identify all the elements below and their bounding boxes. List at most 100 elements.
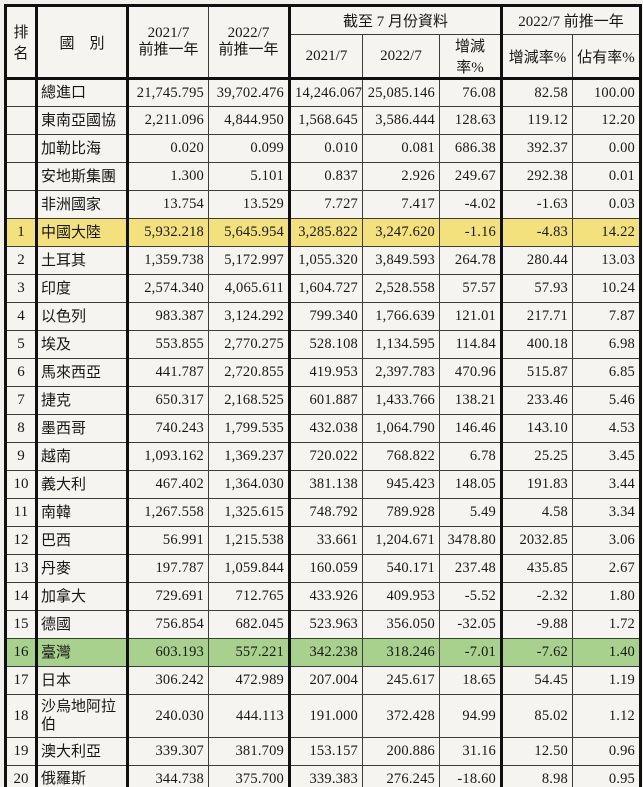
value-cell: 5,645.954 [208,218,291,247]
country-cell: 臺灣 [36,638,129,667]
table-row: 20 俄羅斯 344.738 375.700 339.383 276.245 -18.60 8… [5,765,642,787]
value-cell: 31.16 [439,737,503,766]
value-cell: -7.62 [501,638,573,667]
value-cell: 650.317 [127,386,209,415]
value-cell: 2032.85 [501,526,573,555]
table-row: 安地斯集團 1.300 5.101 0.837 2.926 249.67 292.38 0.0… [5,162,642,191]
country-cell: 土耳其 [36,246,129,275]
value-cell: 0.95 [571,765,642,787]
value-cell: 0.96 [571,737,642,766]
value-cell: 0.03 [571,190,642,219]
value-cell: 1,064.790 [362,414,440,443]
value-cell: -1.63 [501,190,573,219]
country-cell: 墨西哥 [36,414,129,443]
value-cell: 729.691 [127,582,209,611]
value-cell: 2,770.275 [208,330,291,359]
value-cell: 3.44 [571,470,642,499]
value-cell: 12.20 [571,106,642,135]
table-row: 1 中國大陸 5,932.218 5,645.954 3,285.822 3,247.62… [5,218,642,247]
table-row: 4 以色列 983.387 3,124.292 799.340 1,766.639 121.… [5,302,642,331]
value-cell: 756.854 [127,610,209,639]
rank-cell [5,106,38,135]
table-row: 非洲國家 13.754 13.529 7.727 7.417 -4.02 -1.63 0.03 [5,190,642,219]
value-cell: 3.06 [571,526,642,555]
country-cell: 南韓 [36,498,129,527]
value-cell: 280.44 [501,246,573,275]
value-cell: 686.38 [439,134,503,163]
value-cell: 85.02 [501,694,573,738]
value-cell: -1.16 [439,218,503,247]
value-cell: 400.18 [501,330,573,359]
value-cell: 3,247.620 [362,218,440,247]
rank-cell: 2 [5,246,38,275]
rank-cell: 1 [5,218,38,247]
value-cell: 306.242 [127,666,209,695]
value-cell: 409.953 [362,582,440,611]
value-cell: 138.21 [439,386,503,415]
value-cell: 2,574.340 [127,274,209,303]
value-cell: 712.765 [208,582,291,611]
value-cell: 2,720.855 [208,358,291,387]
value-cell: 375.700 [208,765,291,787]
value-cell: 200.886 [362,737,440,766]
table-header: 排名 國 別 2021/7 前推一年 2022/7 前推一年 截至 7 月份資料… [5,5,642,79]
value-cell: 601.887 [289,386,363,415]
rank-cell: 10 [5,470,38,499]
value-cell: 10.24 [571,274,642,303]
value-cell: 682.045 [208,610,291,639]
table-row: 加勒比海 0.020 0.099 0.010 0.081 686.38 392.37 0.00 [5,134,642,163]
country-cell: 中國大陸 [36,218,129,247]
value-cell: 4,065.611 [208,274,291,303]
value-cell: 4.58 [501,498,573,527]
header-prev-share-pct: 佔有率% [571,34,642,79]
country-cell: 沙烏地阿拉伯 [36,694,129,738]
value-cell: 5.46 [571,386,642,415]
value-cell: 528.108 [289,330,363,359]
value-cell: 3478.80 [439,526,503,555]
value-cell: 356.050 [362,610,440,639]
value-cell: 114.84 [439,330,503,359]
value-cell: 57.93 [501,274,573,303]
value-cell: 1,134.595 [362,330,440,359]
value-cell: 433.926 [289,582,363,611]
value-cell: -4.02 [439,190,503,219]
table-row: 9 越南 1,093.162 1,369.237 720.022 768.822 6.78 2… [5,442,642,471]
value-cell: 945.423 [362,470,440,499]
value-cell: 1,766.639 [362,302,440,331]
header-prev-change-pct: 增減率% [501,34,573,79]
value-cell: 249.67 [439,162,503,191]
table-row: 7 捷克 650.317 2,168.525 601.887 1,433.766 138.2… [5,386,642,415]
table-row: 東南亞國協 2,211.096 4,844.950 1,568.645 3,586.44… [5,106,642,135]
value-cell: 13.529 [208,190,291,219]
country-cell: 加拿大 [36,582,129,611]
table-row: 6 馬來西亞 441.787 2,720.855 419.953 2,397.783 470… [5,358,642,387]
value-cell: 1,364.030 [208,470,291,499]
country-cell: 俄羅斯 [36,765,129,787]
value-cell: 2.926 [362,162,440,191]
value-cell: 21,745.795 [127,78,209,107]
country-cell: 以色列 [36,302,129,331]
value-cell: 18.65 [439,666,503,695]
rank-cell [5,134,38,163]
country-cell: 巴西 [36,526,129,555]
value-cell: 435.85 [501,554,573,583]
rank-cell: 6 [5,358,38,387]
value-cell: 344.738 [127,765,209,787]
rank-cell: 4 [5,302,38,331]
value-cell: -5.52 [439,582,503,611]
value-cell: -7.01 [439,638,503,667]
country-cell: 埃及 [36,330,129,359]
table-row: 16 臺灣 603.193 557.221 342.238 318.246 -7.01 -7.… [5,638,642,667]
value-cell: 1.40 [571,638,642,667]
table-row: 13 丹麥 197.787 1,059.844 160.059 540.171 237.48… [5,554,642,583]
value-cell: 119.12 [501,106,573,135]
table-row: 11 南韓 1,267.558 1,325.615 748.792 789.928 5.49… [5,498,642,527]
value-cell: 472.989 [208,666,291,695]
value-cell: -32.05 [439,610,503,639]
value-cell: 148.05 [439,470,503,499]
import-statistics-table: 排名 國 別 2021/7 前推一年 2022/7 前推一年 截至 7 月份資料… [4,4,643,787]
country-cell: 日本 [36,666,129,695]
value-cell: 339.307 [127,737,209,766]
value-cell: 217.71 [501,302,573,331]
